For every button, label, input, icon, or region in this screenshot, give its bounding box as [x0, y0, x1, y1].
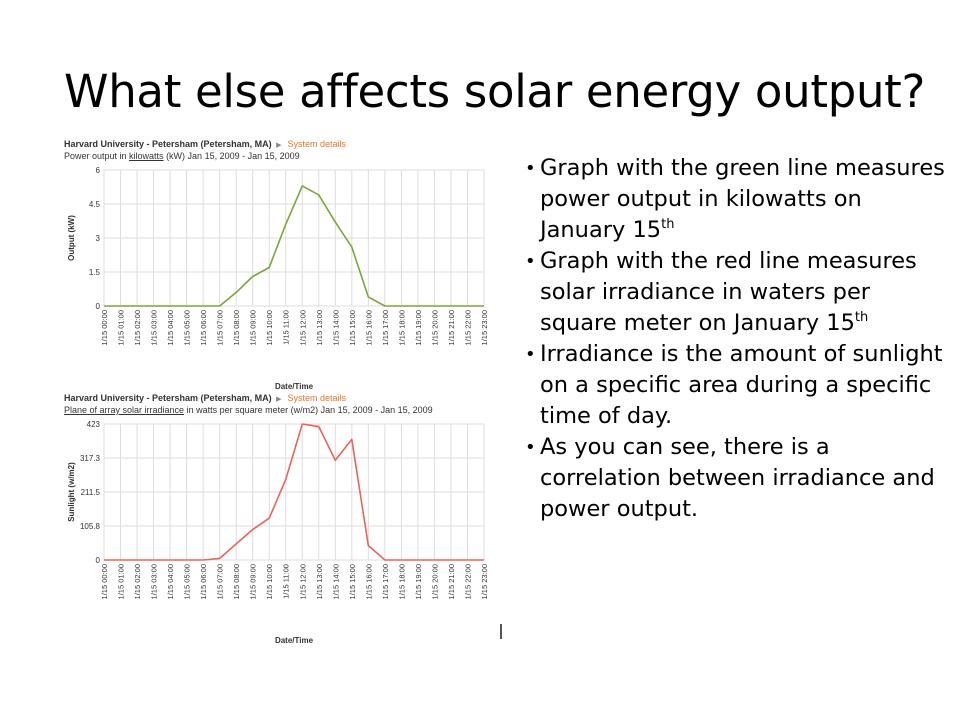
y-tick-label: 105.8 [80, 522, 101, 531]
x-tick-label: 1/15 06:00 [199, 310, 208, 345]
x-tick-label: 1/15 01:00 [117, 564, 126, 599]
x-tick-label: 1/15 09:00 [249, 310, 258, 345]
slide-title: What else affects solar energy output? [64, 65, 926, 118]
divider [500, 624, 502, 639]
x-tick-label: 1/15 21:00 [447, 564, 456, 599]
y-tick-label: 6 [96, 166, 101, 175]
x-tick-label: 1/15 04:00 [166, 310, 175, 345]
y-tick-label: 4.5 [89, 200, 101, 209]
y-tick-label: 3 [96, 234, 101, 243]
x-tick-label: 1/15 22:00 [463, 564, 472, 599]
x-tick-label: 1/15 14:00 [331, 310, 340, 345]
x-tick-label: 1/15 23:00 [480, 564, 489, 599]
x-tick-label: 1/15 19:00 [414, 564, 423, 599]
triangle-right-icon: ▶ [276, 396, 282, 403]
x-tick-label: 1/15 15:00 [348, 564, 357, 599]
irradiance-chart: 0 105.8 211.5 317.3 423 1/15 00:00 1/15 01:00 1… [67, 420, 489, 645]
y-axis-label: Output (kW) [67, 215, 76, 261]
x-tick-label: 1/15 05:00 [183, 564, 192, 599]
y-tick-label: 317.3 [80, 454, 101, 463]
x-axis-label: Date/Time [275, 382, 314, 391]
x-tick-label: 1/15 10:00 [265, 310, 274, 345]
bullet-item: As you can see, there is a correlation b… [525, 432, 945, 525]
triangle-right-icon: ▶ [276, 142, 282, 149]
x-tick-label: 1/15 04:00 [166, 564, 175, 599]
y-tick-label: 423 [87, 420, 101, 429]
x-tick-label: 1/15 01:00 [117, 310, 126, 345]
irradiance-chart-panel: Harvard University - Petersham (Petersha… [64, 393, 510, 646]
y-tick-label: 1.5 [89, 268, 101, 277]
chart-header: Harvard University - Petersham (Petersha… [64, 139, 510, 162]
bullet-item: Graph with the red line measures solar i… [525, 246, 945, 339]
series-line [104, 423, 484, 561]
x-tick-label: 1/15 17:00 [381, 564, 390, 599]
y-tick-label: 211.5 [81, 488, 101, 497]
chart-header: Harvard University - Petersham (Petersha… [64, 393, 510, 416]
y-tick-label: 0 [96, 556, 101, 565]
bullet-item: Graph with the green line measures power… [525, 153, 945, 246]
x-tick-label: 1/15 16:00 [364, 564, 373, 599]
x-tick-label: 1/15 02:00 [133, 564, 142, 599]
x-tick-label: 1/15 17:00 [381, 310, 390, 345]
x-tick-label: 1/15 09:00 [249, 564, 258, 599]
x-tick-label: 1/15 11:00 [282, 564, 291, 599]
units-link[interactable]: Plane of array solar irradiance [64, 405, 185, 415]
x-axis-label: Date/Time [275, 636, 314, 645]
x-tick-label: 1/15 20:00 [430, 564, 439, 599]
site-name: Harvard University - Petersham (Petersha… [64, 393, 272, 403]
x-tick-label: 1/15 07:00 [216, 564, 225, 599]
x-tick-label: 1/15 22:00 [463, 310, 472, 345]
x-tick-label: 1/15 18:00 [397, 564, 406, 599]
x-tick-label: 1/15 14:00 [331, 564, 340, 599]
x-tick-label: 1/15 12:00 [298, 310, 307, 345]
x-tick-label: 1/15 05:00 [183, 310, 192, 345]
power-output-chart: 0 1.5 3 4.5 6 1/15 00:00 1/15 01:00 1/15 02:00 1… [67, 166, 489, 391]
x-tick-label: 1/15 20:00 [430, 310, 439, 345]
x-tick-label: 1/15 08:00 [232, 310, 241, 345]
x-tick-label: 1/15 11:00 [282, 310, 291, 345]
x-tick-label: 1/15 12:00 [298, 564, 307, 599]
bullet-item: Irradiance is the amount of sunlight on … [525, 339, 945, 432]
x-tick-label: 1/15 03:00 [150, 564, 159, 599]
x-tick-label: 1/15 06:00 [199, 564, 208, 599]
site-name: Harvard University - Petersham (Petersha… [64, 139, 272, 149]
series-line [104, 185, 484, 307]
x-tick-label: 1/15 00:00 [100, 564, 109, 599]
system-details-link[interactable]: System details [287, 139, 347, 149]
x-tick-label: 1/15 13:00 [315, 310, 324, 345]
system-details-link[interactable]: System details [287, 393, 347, 403]
x-tick-label: 1/15 23:00 [480, 310, 489, 345]
chart-subtitle-pre: Power output in [64, 151, 130, 161]
x-tick-label: 1/15 21:00 [447, 310, 456, 345]
x-tick-label: 1/15 00:00 [100, 310, 109, 345]
y-tick-label: 0 [96, 302, 101, 311]
y-axis-label: Sunlight (w/m2) [67, 462, 76, 522]
x-tick-label: 1/15 02:00 [133, 310, 142, 345]
units-link[interactable]: kilowatts [129, 151, 164, 161]
x-tick-label: 1/15 18:00 [397, 310, 406, 345]
x-tick-label: 1/15 08:00 [232, 564, 241, 599]
power-output-chart-panel: Harvard University - Petersham (Petersha… [64, 139, 510, 392]
x-tick-label: 1/15 10:00 [265, 564, 274, 599]
x-tick-label: 1/15 07:00 [216, 310, 225, 345]
x-tick-label: 1/15 19:00 [414, 310, 423, 345]
bullet-list: Graph with the green line measures power… [525, 153, 945, 525]
x-tick-label: 1/15 16:00 [364, 310, 373, 345]
x-tick-label: 1/15 15:00 [348, 310, 357, 345]
chart-subtitle-post: (kW) Jan 15, 2009 - Jan 15, 2009 [163, 151, 300, 161]
chart-subtitle-post: in watts per square meter (w/m2) Jan 15,… [184, 405, 433, 415]
x-tick-label: 1/15 03:00 [150, 310, 159, 345]
x-tick-label: 1/15 13:00 [315, 564, 324, 599]
